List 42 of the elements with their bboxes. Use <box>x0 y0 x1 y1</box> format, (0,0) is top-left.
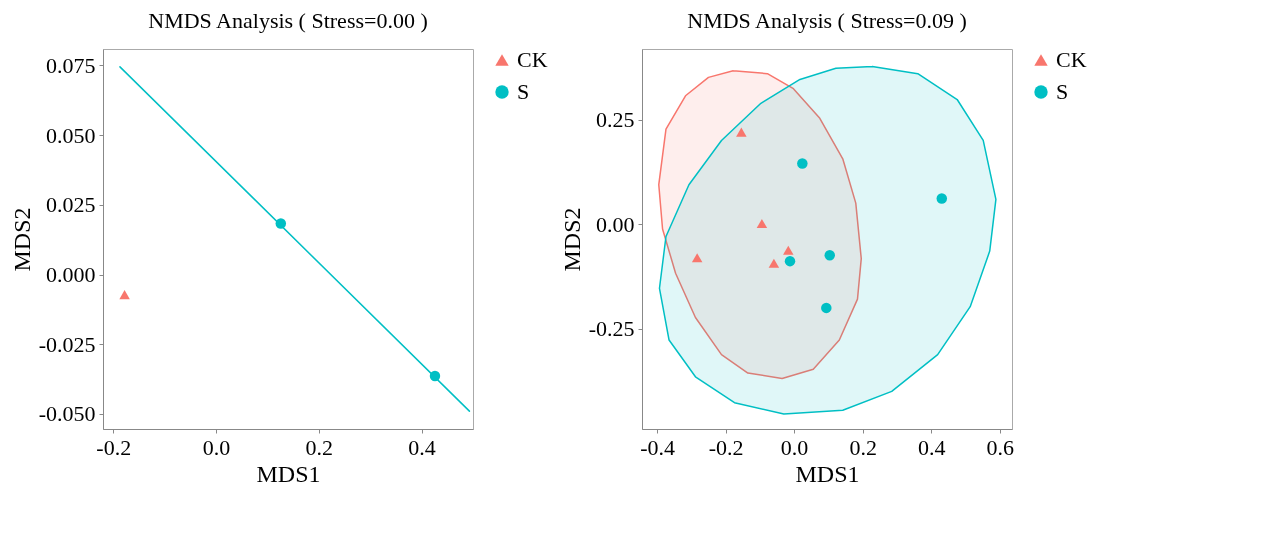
legend-label: CK <box>1056 47 1087 72</box>
legend-label: CK <box>517 47 548 72</box>
x-tick-label: -0.4 <box>640 434 675 460</box>
legend-label: S <box>517 79 530 104</box>
y-tick-label: 0.075 <box>46 52 96 78</box>
chart-title: NMDS Analysis ( Stress=0.09 ) <box>687 8 967 33</box>
y-tick-label: 0.25 <box>596 107 635 133</box>
y-tick-label: -0.025 <box>38 331 96 357</box>
x-tick-label: 0.2 <box>849 434 877 460</box>
point <box>821 302 832 314</box>
x-tick-label: -0.2 <box>96 434 132 460</box>
point <box>784 255 796 267</box>
point <box>691 253 703 263</box>
point <box>119 290 130 300</box>
y-axis-title: MDS2 <box>558 207 585 272</box>
point <box>756 219 768 229</box>
chart-title: NMDS Analysis ( Stress=0.00 ) <box>148 8 428 33</box>
point <box>429 370 441 382</box>
x-tick-label: 0.6 <box>986 434 1014 460</box>
point <box>797 158 808 169</box>
y-tick-label: 0.025 <box>46 192 96 218</box>
x-tick-label: 0.0 <box>780 434 809 460</box>
y-axis-title: MDS2 <box>8 207 35 272</box>
point <box>736 127 747 137</box>
y-tick-label: 0.050 <box>46 122 96 148</box>
y-tick-label: 0.00 <box>596 211 635 237</box>
y-tick-label: -0.050 <box>38 401 96 427</box>
x-tick-label: 0.2 <box>305 434 334 460</box>
x-axis-title: MDS1 <box>256 460 321 487</box>
legend-label: S <box>1056 79 1069 104</box>
point <box>936 193 948 204</box>
x-tick-label: -0.2 <box>708 434 744 460</box>
point <box>768 258 780 268</box>
x-axis-title: MDS1 <box>795 460 860 487</box>
x-tick-label: 0.4 <box>917 434 946 460</box>
x-tick-label: 0.4 <box>408 434 436 460</box>
y-tick-label: 0.000 <box>46 262 96 288</box>
point <box>783 245 794 255</box>
y-tick-label: -0.25 <box>588 316 635 342</box>
point <box>824 250 835 261</box>
x-tick-label: 0.0 <box>202 434 231 460</box>
point <box>275 218 287 229</box>
